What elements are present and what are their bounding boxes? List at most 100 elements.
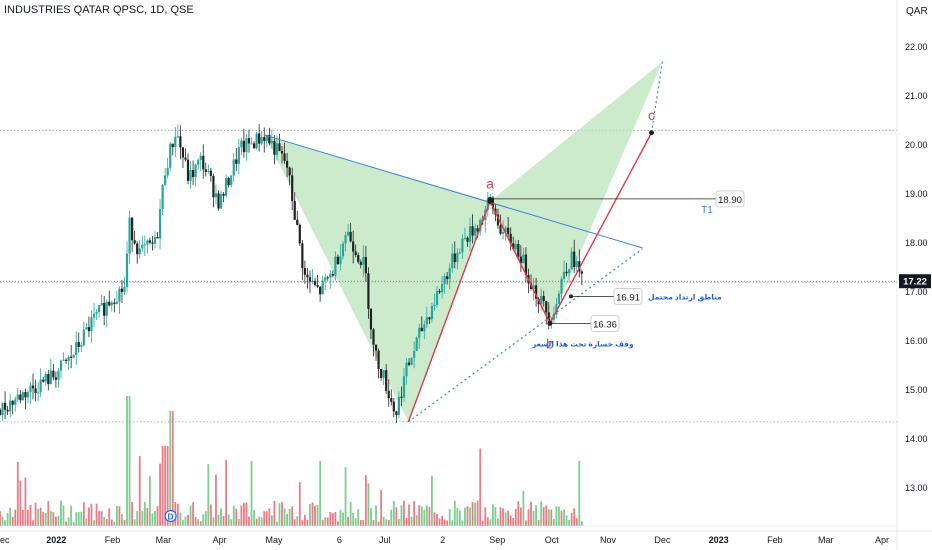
volume-bar [72, 521, 75, 526]
volume-bar [47, 500, 50, 526]
candle-body [476, 228, 479, 232]
volume-bar [42, 512, 45, 526]
volume-bar [453, 501, 456, 526]
candle-body [519, 256, 522, 264]
candle-body [377, 350, 380, 370]
volume-bar [408, 504, 410, 526]
candle-body [298, 224, 301, 244]
candle-body [44, 374, 47, 382]
callout-box [613, 288, 643, 305]
pattern-label-b: b [546, 335, 554, 351]
volume-bar [255, 518, 258, 526]
volume-bar [268, 508, 271, 526]
candle-body [514, 243, 517, 250]
candle-body [474, 228, 477, 236]
volume-bar [461, 520, 464, 526]
support-dotted [407, 248, 643, 423]
volume-bar [67, 517, 70, 526]
candle-body [138, 248, 141, 255]
candle-body [331, 273, 334, 276]
volume-bar [243, 502, 245, 526]
candle-body [3, 402, 7, 410]
candle-body [204, 169, 207, 172]
candle-body [214, 193, 218, 198]
volume-bar [60, 500, 62, 526]
volume-bar [27, 509, 29, 526]
candle-body [136, 243, 139, 255]
volume-bar [263, 511, 266, 526]
volume-bar [265, 511, 268, 526]
volume-bar [131, 502, 134, 526]
candle-body [334, 256, 337, 276]
volume-bar [286, 513, 289, 526]
volume-bar [497, 518, 499, 526]
candle-body [463, 237, 467, 239]
volume-bar [448, 509, 451, 526]
y-tick-label: 22.00 [905, 42, 928, 52]
candle-body [37, 392, 40, 394]
volume-bar [293, 519, 296, 526]
volume-bar [339, 509, 342, 526]
volume-bar [532, 510, 535, 526]
candle-body [461, 238, 464, 253]
candle-body [273, 140, 276, 155]
volume-bar [166, 446, 169, 526]
volume-bar [230, 519, 233, 526]
volume-bar [578, 460, 581, 526]
volume-bar [306, 519, 309, 526]
candle-body [125, 253, 129, 288]
candle-body [179, 136, 182, 148]
volume-bar [359, 519, 362, 526]
x-tick-label: Apr [875, 535, 889, 545]
candle-body [115, 301, 118, 304]
candle-body [339, 256, 342, 265]
candle-body [308, 277, 312, 282]
candle-body [120, 288, 124, 292]
volume-bar [418, 505, 421, 526]
candle-body [293, 200, 296, 220]
volume-bar [199, 521, 202, 526]
volume-bar [542, 507, 545, 526]
candle-body [385, 370, 388, 391]
candle-body [557, 293, 561, 305]
volume-bar [52, 512, 55, 526]
volume-bar [375, 505, 377, 526]
volume-bar [425, 505, 428, 526]
volume-bar [225, 460, 228, 526]
volume-bar [270, 515, 273, 526]
candle-body [392, 401, 395, 412]
candle-body [255, 133, 258, 149]
x-tick-label: Sep [489, 535, 505, 545]
volume-bar [370, 508, 372, 526]
candle-body [250, 143, 253, 145]
candle-body [268, 134, 271, 144]
volume-bar [90, 503, 93, 526]
volume-bar [458, 510, 461, 526]
volume-bar [62, 505, 65, 526]
volume-bar [471, 502, 474, 526]
volume-bar [161, 446, 164, 526]
volume-bar [34, 502, 37, 526]
volume-bar [469, 507, 471, 526]
volume-bar [6, 512, 9, 526]
candle-body [75, 342, 78, 355]
candle-body [326, 277, 329, 279]
candle-body [316, 285, 319, 287]
volume-bar [555, 506, 558, 526]
x-tick-label: Oct [545, 535, 560, 545]
volume-bar [82, 502, 85, 526]
volume-bar [19, 480, 22, 526]
volume-bar [222, 515, 225, 526]
candle-body [9, 400, 12, 412]
candle-body [578, 261, 581, 272]
volume-bar [115, 505, 118, 526]
volume-bar [413, 501, 416, 526]
pattern-fill-abc [490, 61, 663, 324]
candle-body [565, 271, 568, 274]
volume-bar [164, 446, 167, 526]
volume-bar [560, 510, 563, 526]
volume-bar [443, 519, 446, 526]
volume-bar [215, 474, 217, 526]
